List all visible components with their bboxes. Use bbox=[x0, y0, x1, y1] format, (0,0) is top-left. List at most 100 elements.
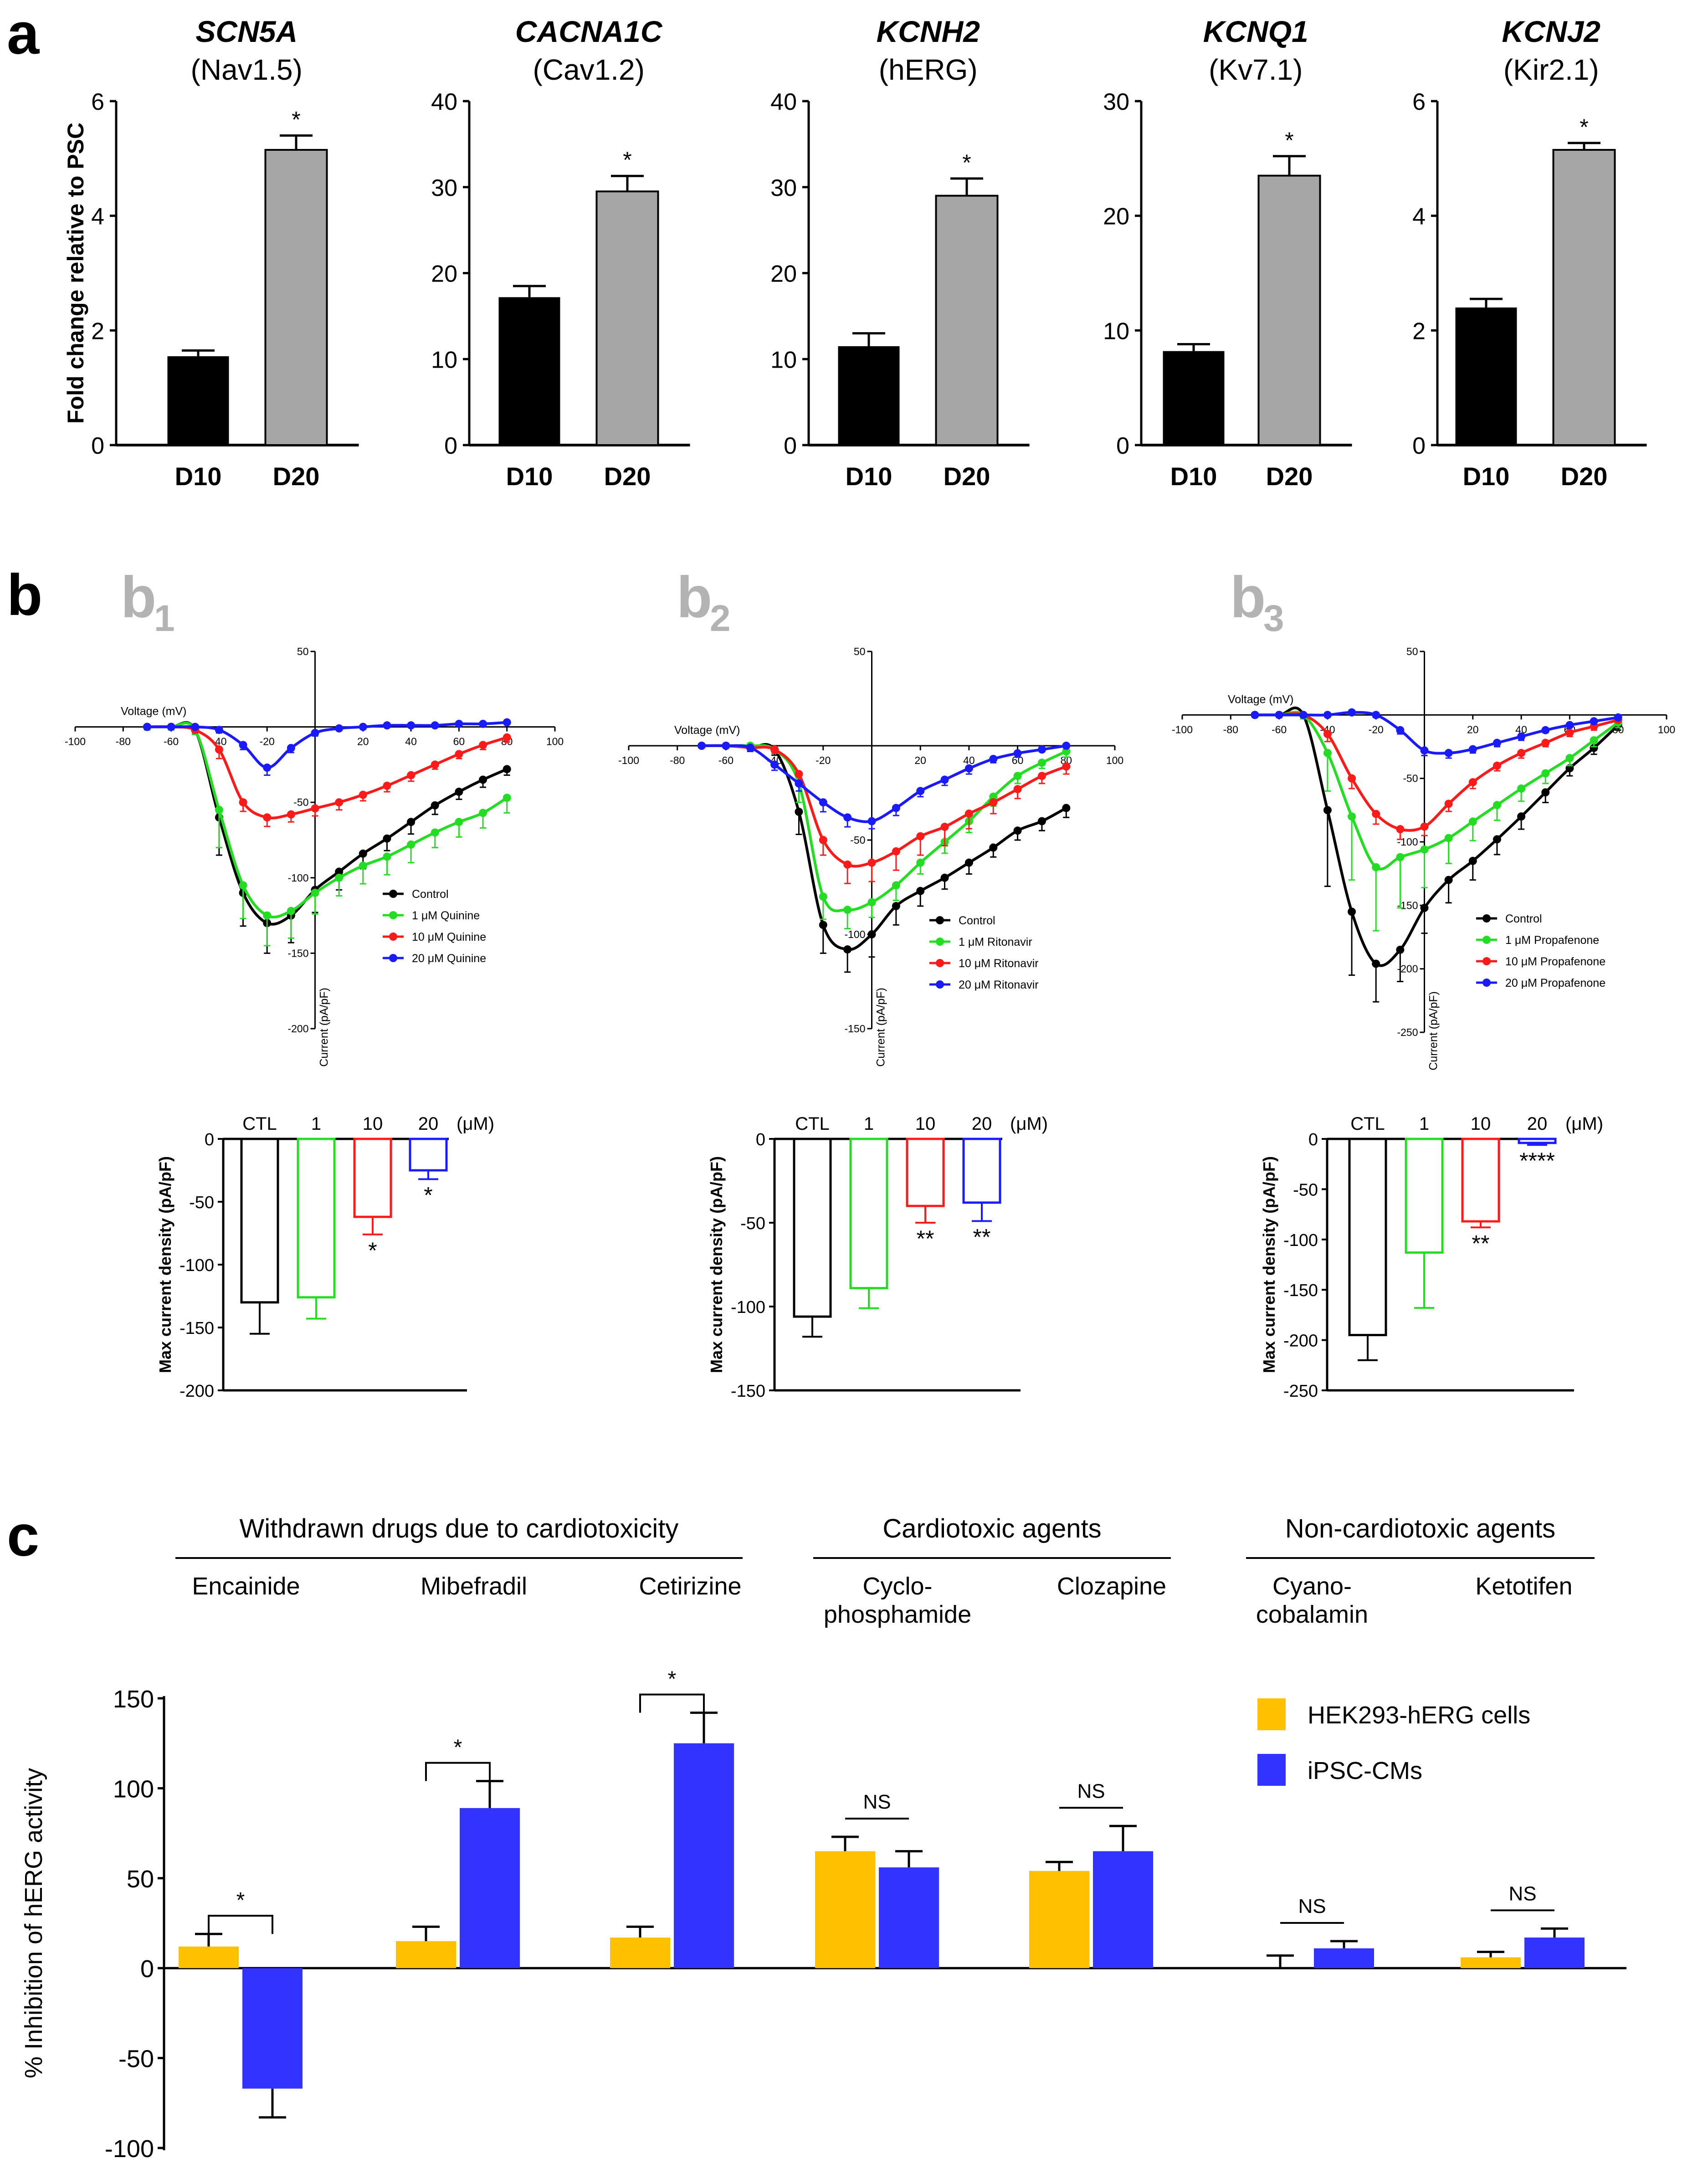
data-point bbox=[287, 743, 295, 752]
data-point bbox=[503, 733, 511, 742]
bar-10 bbox=[353, 1138, 392, 1218]
data-point bbox=[407, 721, 415, 730]
data-point bbox=[1348, 812, 1356, 821]
legend-marker bbox=[936, 980, 944, 989]
bar-ctl bbox=[1348, 1138, 1387, 1337]
bar-ketotifen-ipsc bbox=[1524, 1937, 1585, 1968]
legend-label: HEK293-hERG cells bbox=[1308, 1702, 1530, 1729]
bar-d10 bbox=[1455, 308, 1517, 445]
data-point bbox=[989, 843, 998, 852]
y-tick-label: -150 bbox=[287, 947, 308, 959]
data-point bbox=[892, 847, 900, 856]
sub-label-b2: b 2 bbox=[677, 565, 731, 639]
data-point bbox=[1275, 711, 1283, 719]
bar-clozapine-ipsc bbox=[1093, 1851, 1153, 1968]
x-axis-label: Voltage (mV) bbox=[674, 724, 740, 737]
series-1-m-propafenone bbox=[1251, 711, 1622, 932]
data-point bbox=[1493, 738, 1501, 747]
y-axis-label: Fold change relative to PSC bbox=[63, 123, 88, 424]
data-point bbox=[819, 836, 827, 844]
y-tick-label: 4 bbox=[1412, 204, 1426, 230]
chart-b1-max-current: 0 -50 -100 -150 -200 Max current density (pA/… bbox=[156, 1114, 494, 1401]
x-tick-label: 60 bbox=[453, 736, 465, 748]
legend-label: 1 μM Propafenone bbox=[1505, 934, 1599, 947]
x-tick-label: D10 bbox=[506, 462, 553, 491]
series-line bbox=[1255, 711, 1619, 755]
data-point bbox=[843, 860, 852, 869]
y-tick-label: 10 bbox=[770, 347, 797, 373]
bar-d20 bbox=[1257, 174, 1321, 446]
data-point bbox=[795, 807, 803, 816]
data-point bbox=[1062, 742, 1071, 750]
legend-marker bbox=[1482, 936, 1491, 944]
data-point bbox=[1590, 736, 1598, 745]
data-point bbox=[263, 764, 272, 772]
bar-cyclophosphamide-hek bbox=[815, 1851, 875, 1968]
data-point bbox=[1444, 834, 1453, 842]
bar-10 bbox=[1461, 1138, 1500, 1223]
bar-d10 bbox=[1163, 351, 1225, 445]
y-tick-label: 10 bbox=[431, 347, 457, 373]
data-point bbox=[287, 907, 295, 915]
bar-encainide-ipsc bbox=[242, 1968, 303, 2089]
data-point bbox=[239, 881, 247, 890]
sub-label-b1-sub: 1 bbox=[154, 598, 175, 639]
data-point bbox=[1013, 785, 1022, 794]
group-title: Non-cardiotoxic agents bbox=[1285, 1514, 1555, 1543]
bar-20 bbox=[962, 1138, 1001, 1204]
sub-label-b3-sub: 3 bbox=[1263, 598, 1284, 639]
x-tick-label: D20 bbox=[1266, 462, 1313, 491]
data-point bbox=[1565, 754, 1574, 763]
y-tick-label: -50 bbox=[740, 1214, 765, 1233]
significance-label: * bbox=[454, 1736, 462, 1760]
y-tick-label: -150 bbox=[180, 1319, 214, 1338]
data-point bbox=[1517, 748, 1526, 757]
data-point bbox=[335, 724, 344, 733]
legend-label: iPSC-CMs bbox=[1308, 1757, 1422, 1784]
data-point bbox=[407, 840, 415, 849]
significance-bracket bbox=[208, 1915, 273, 1934]
data-point bbox=[383, 834, 391, 843]
y-tick-label: 30 bbox=[1103, 89, 1129, 115]
x-category-label: 1 bbox=[1419, 1114, 1429, 1134]
protein-subtitle: (Kv7.1) bbox=[1209, 53, 1303, 86]
y-axis-label: Max current density (pA/pF) bbox=[1260, 1156, 1278, 1373]
data-point bbox=[455, 818, 463, 826]
data-point bbox=[1013, 826, 1022, 835]
data-point bbox=[1037, 772, 1046, 780]
y-axis-label: Current (pA/pF) bbox=[875, 988, 887, 1067]
bar-d10 bbox=[838, 346, 900, 445]
data-point bbox=[1372, 959, 1380, 968]
data-point bbox=[1590, 743, 1598, 752]
chart-a-kcnq1: KCNQ1 (Kv7.1) 0 10 20 30 D10 D20 * bbox=[1103, 15, 1352, 491]
data-point bbox=[287, 810, 295, 819]
series-line bbox=[702, 743, 1067, 951]
x-tick-label: 20 bbox=[914, 754, 926, 766]
data-point bbox=[916, 787, 925, 795]
sub-label-b2-sub: 2 bbox=[710, 598, 731, 639]
data-point bbox=[698, 742, 706, 750]
series-1-m-ritonavir bbox=[698, 742, 1071, 930]
series-line bbox=[147, 721, 507, 769]
x-tick-label: -80 bbox=[116, 736, 131, 748]
data-point bbox=[989, 792, 998, 801]
y-tick-label: -150 bbox=[844, 1023, 865, 1035]
drug-label: cobalamin bbox=[1256, 1601, 1368, 1628]
legend-marker bbox=[936, 916, 944, 924]
y-tick-label: 0 bbox=[444, 433, 457, 459]
sub-label-b2-main: b bbox=[677, 565, 712, 630]
significance-star: * bbox=[424, 1182, 432, 1208]
legend-marker bbox=[936, 938, 944, 946]
data-point bbox=[311, 728, 319, 737]
data-point bbox=[916, 832, 925, 841]
data-point bbox=[311, 804, 319, 813]
bar-20 bbox=[1518, 1138, 1557, 1144]
data-point bbox=[1372, 711, 1380, 719]
x-tick-label: -80 bbox=[670, 754, 685, 766]
bar-1 bbox=[1405, 1138, 1444, 1254]
data-point bbox=[1062, 804, 1071, 812]
significance-label: NS bbox=[1298, 1895, 1326, 1917]
data-point bbox=[843, 945, 852, 954]
data-point bbox=[1614, 713, 1622, 722]
x-tick-label: D20 bbox=[273, 462, 320, 491]
